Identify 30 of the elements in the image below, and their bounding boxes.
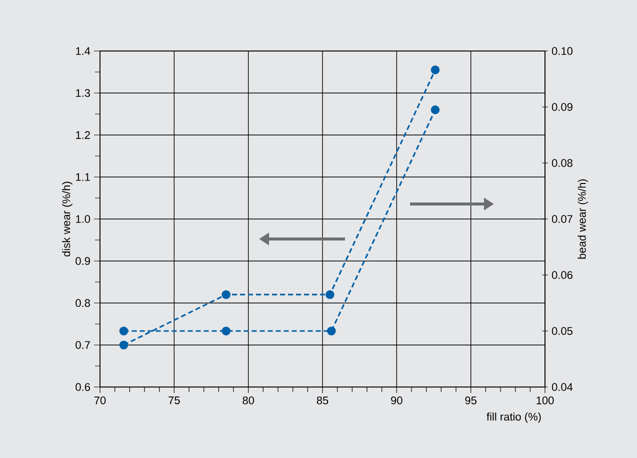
y-axis-title: disk wear (%/h)	[62, 182, 72, 256]
x-tick-label: 70	[94, 396, 106, 404]
y-tick-label: 1.1	[76, 173, 90, 181]
y2-tick-label: 0.05	[552, 327, 572, 335]
point	[222, 290, 230, 299]
y2-tick-label: 0.08	[552, 159, 572, 167]
y2-tick-label: 0.06	[552, 271, 572, 279]
x-tick-label: 90	[391, 396, 402, 404]
point	[326, 290, 334, 299]
y-tick-label: 1.4	[76, 47, 90, 55]
y-tick-label: 0.8	[76, 299, 90, 307]
x-tick-label: 80	[242, 396, 254, 404]
x-tick-label: 75	[168, 396, 180, 404]
x-axis-title: fill ratio (%)	[486, 412, 541, 423]
y2-tick-label: 0.07	[552, 215, 572, 223]
y2-tick-label: 0.09	[552, 103, 572, 111]
y-tick-label: 0.6	[76, 383, 90, 391]
point	[430, 66, 440, 74]
point	[119, 340, 128, 350]
y-tick-label: 0.9	[76, 257, 90, 265]
y-tick-label: 1.3	[76, 89, 90, 97]
y2-tick-label: 0.04	[552, 383, 573, 391]
x-tick-label: 95	[465, 396, 476, 404]
y-tick-label: 1.0	[76, 215, 90, 223]
y-tick-label: 0.7	[76, 341, 90, 349]
x-tick-label: 100	[536, 396, 554, 404]
x-tick-label: 85	[316, 396, 328, 404]
y-tick-label: 1.2	[76, 131, 90, 139]
y2-tick-label: 0.10	[552, 47, 573, 55]
y2-axis-title: bead wear (%/h)	[578, 179, 588, 259]
